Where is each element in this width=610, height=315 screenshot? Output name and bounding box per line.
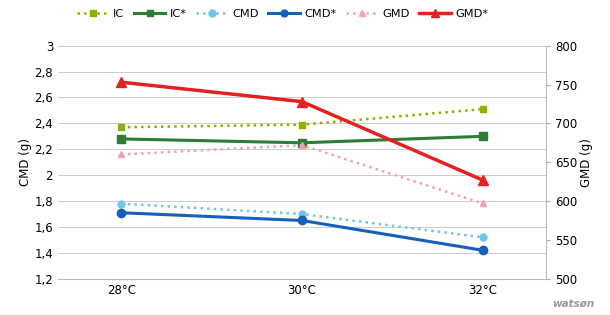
Text: watsøn: watsøn bbox=[553, 299, 595, 309]
Y-axis label: GMD (g): GMD (g) bbox=[580, 138, 593, 187]
Y-axis label: CMD (g): CMD (g) bbox=[18, 138, 32, 186]
Legend: IC, IC*, CMD, CMD*, GMD, GMD*: IC, IC*, CMD, CMD*, GMD, GMD* bbox=[72, 5, 493, 24]
